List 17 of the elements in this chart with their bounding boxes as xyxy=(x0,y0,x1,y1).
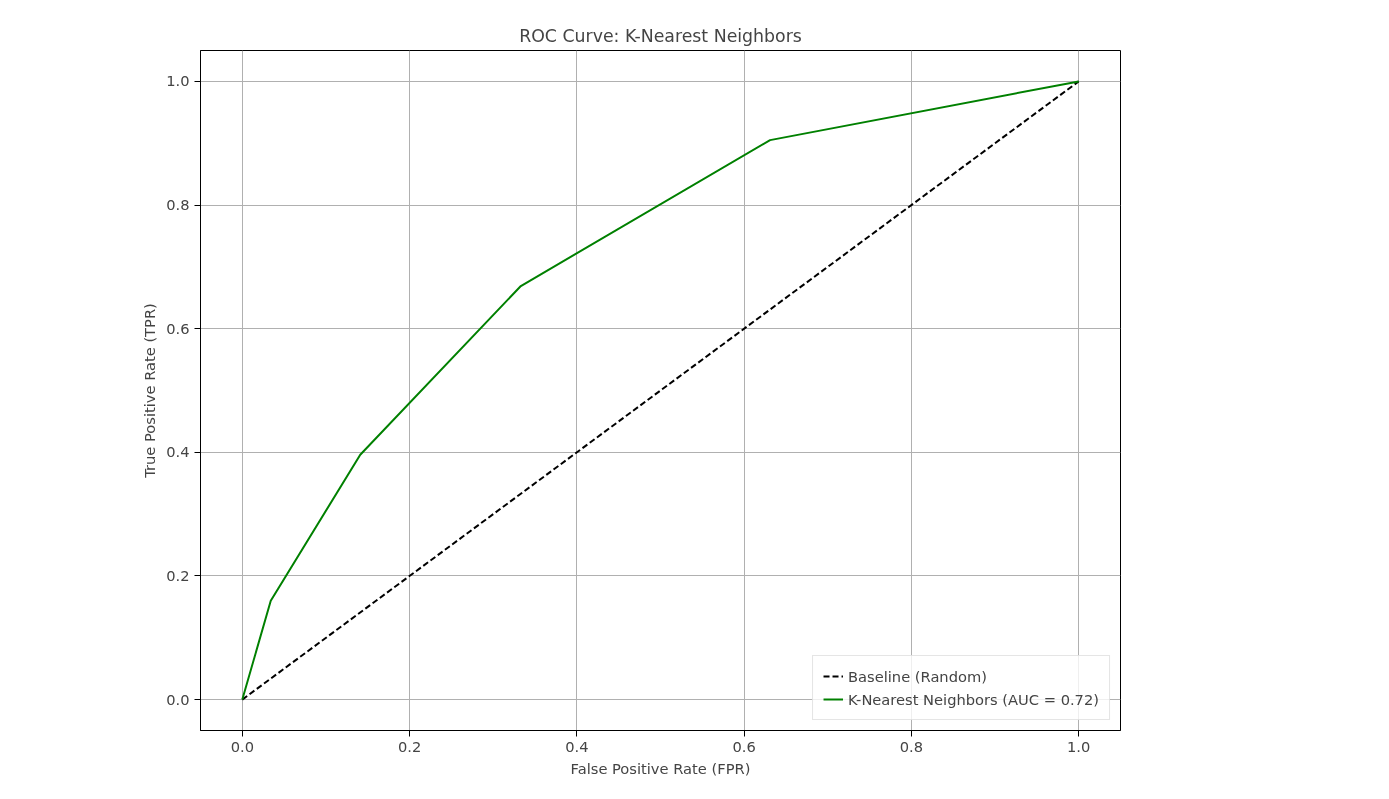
x-tick-label: 0.4 xyxy=(565,737,589,755)
y-tick-label: 0.6 xyxy=(166,319,190,337)
y-tick-label: 0.8 xyxy=(166,196,190,214)
legend-label: K-Nearest Neighbors (AUC = 0.72) xyxy=(848,690,1099,708)
chart-title: ROC Curve: K-Nearest Neighbors xyxy=(519,25,802,46)
y-tick-label: 0.0 xyxy=(166,690,190,708)
x-tick-label: 0.0 xyxy=(230,737,254,755)
x-axis-title: False Positive Rate (FPR) xyxy=(570,759,751,777)
x-tick-label: 1.0 xyxy=(1067,737,1091,755)
legend-label: Baseline (Random) xyxy=(848,667,987,685)
x-tick-label: 0.2 xyxy=(397,737,422,755)
y-axis-title: True Positive Rate (TPR) xyxy=(141,303,159,479)
y-tick-label: 0.4 xyxy=(166,443,190,461)
y-tick-label: 1.0 xyxy=(166,72,190,90)
x-tick-label: 0.6 xyxy=(732,737,756,755)
x-tick-label: 0.8 xyxy=(899,737,924,755)
y-tick-label: 0.2 xyxy=(166,566,190,584)
